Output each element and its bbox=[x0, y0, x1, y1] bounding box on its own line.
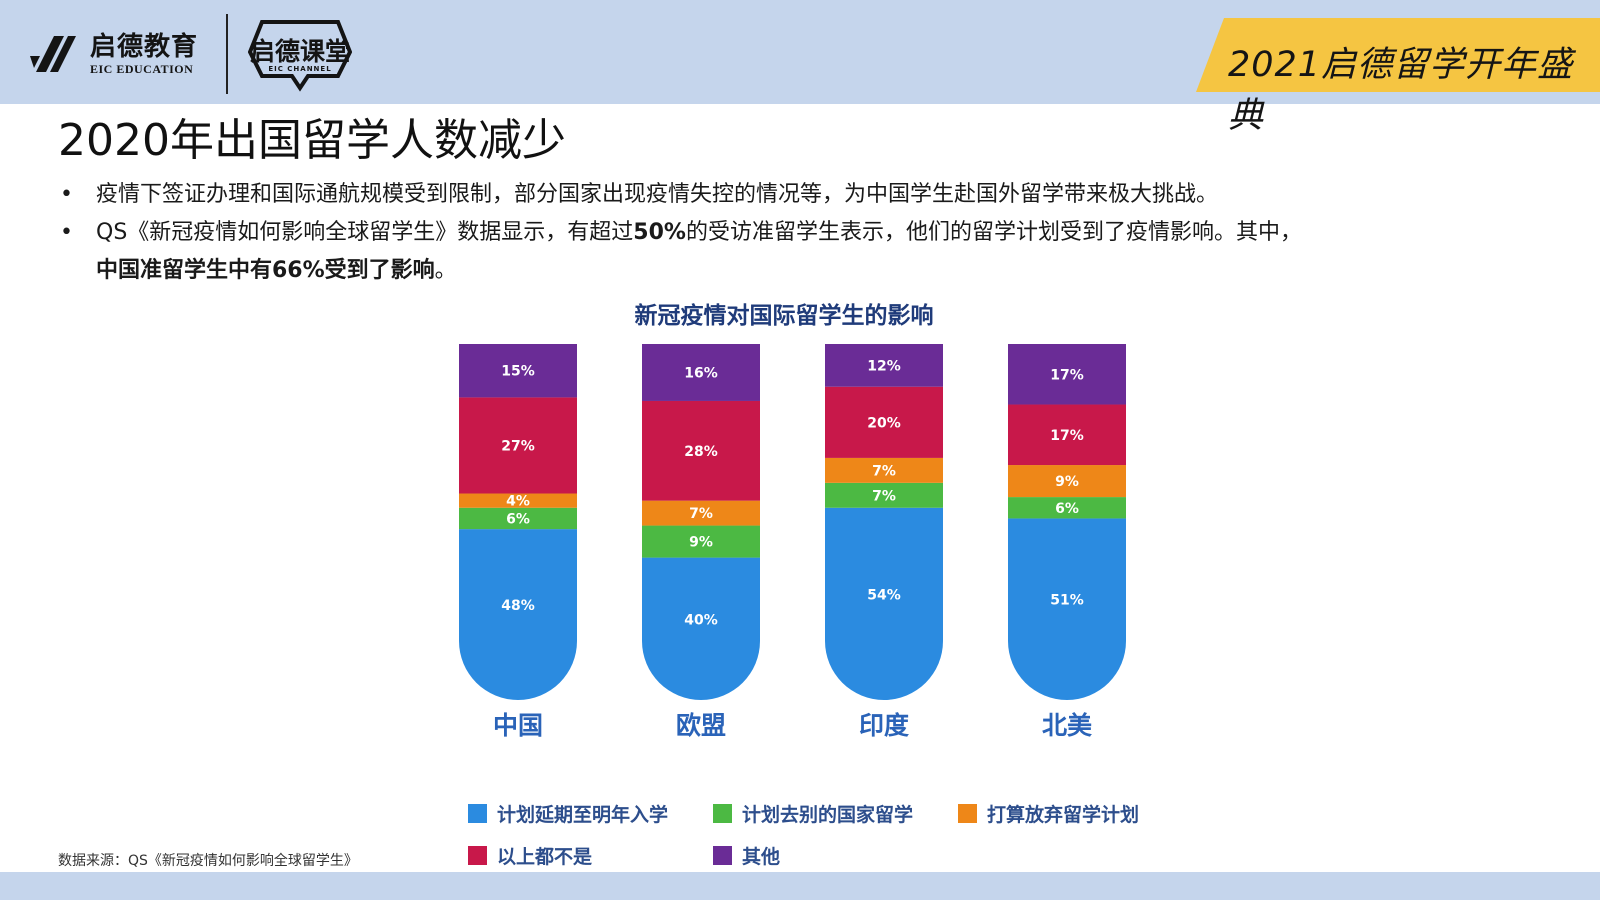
bullet-dot-icon: • bbox=[60, 182, 73, 207]
chart-legend: 计划延期至明年入学 计划去别的国家留学 打算放弃留学计划 以上都不是 其他 bbox=[468, 800, 1188, 890]
bar-segment bbox=[459, 507, 577, 530]
data-label: 28% bbox=[684, 444, 718, 460]
bar-group-3 bbox=[1008, 344, 1126, 700]
bullet-list: • 疫情下签证办理和国际通航规模受到限制，部分国家出现疫情失控的情况等，为中国学… bbox=[58, 176, 1558, 290]
bar-segment bbox=[825, 457, 943, 483]
legend-item-none: 以上都不是 bbox=[468, 842, 592, 869]
bar-segment bbox=[642, 344, 760, 401]
data-label: 6% bbox=[506, 511, 530, 527]
bullet-item: • QS《新冠疫情如何影响全球留学生》数据显示，有超过50%的受访准留学生表示，… bbox=[58, 214, 1558, 252]
bar-group-1 bbox=[642, 344, 760, 700]
data-label: 54% bbox=[867, 587, 901, 603]
bar-group-0 bbox=[459, 344, 577, 700]
data-label: 48% bbox=[501, 598, 535, 614]
bar-segment bbox=[642, 400, 760, 501]
data-label: 51% bbox=[1050, 593, 1084, 609]
event-banner-shape bbox=[1196, 18, 1600, 92]
legend-item-give-up: 打算放弃留学计划 bbox=[958, 800, 1139, 827]
bar-segment bbox=[1008, 465, 1126, 498]
bullet-text-3b: 。 bbox=[434, 258, 457, 283]
bar-segment bbox=[1008, 344, 1126, 405]
logo-cn-text: 启德教育 bbox=[90, 31, 199, 62]
legend-label: 打算放弃留学计划 bbox=[987, 804, 1140, 826]
legend-swatch bbox=[958, 804, 977, 823]
data-label: 9% bbox=[1055, 474, 1079, 490]
data-label: 12% bbox=[867, 358, 901, 374]
data-label: 7% bbox=[872, 463, 896, 479]
data-label: 7% bbox=[872, 488, 896, 504]
channel-en-text: EIC CHANNEL bbox=[268, 65, 332, 73]
footer-band bbox=[0, 872, 1600, 900]
data-label: 4% bbox=[506, 494, 530, 510]
legend-swatch bbox=[713, 846, 732, 865]
bullet-item: • 疫情下签证办理和国际通航规模受到限制，部分国家出现疫情失控的情况等，为中国学… bbox=[58, 176, 1558, 214]
bar-segment bbox=[825, 386, 943, 458]
bar-group-2 bbox=[825, 344, 943, 700]
bar-segment bbox=[459, 344, 577, 398]
bar-segment bbox=[459, 493, 577, 508]
data-label: 7% bbox=[689, 506, 713, 522]
legend-label: 其他 bbox=[742, 846, 781, 868]
data-label: 6% bbox=[1055, 501, 1079, 517]
channel-cn-text: 启德课堂 bbox=[249, 37, 350, 66]
bullet-text-1: 疫情下签证办理和国际通航规模受到限制，部分国家出现疫情失控的情况等，为中国学生赴… bbox=[96, 182, 1219, 207]
bullet-item-continued: 中国准留学生中有66%受到了影响。 bbox=[58, 252, 1558, 290]
category-label: 欧盟 bbox=[676, 711, 726, 740]
bar-segment bbox=[1008, 497, 1126, 519]
bar-segment bbox=[459, 397, 577, 494]
data-label: 27% bbox=[501, 438, 535, 454]
legend-label: 计划去别的国家留学 bbox=[742, 804, 914, 826]
page-title: 2020年出国留学人数减少 bbox=[58, 115, 566, 166]
source-note: 数据来源：QS《新冠疫情如何影响全球留学生》 bbox=[58, 853, 358, 869]
bar-segment bbox=[459, 529, 577, 700]
category-label: 印度 bbox=[859, 711, 909, 740]
event-title: 2021启德留学开年盛典 bbox=[1228, 45, 1574, 136]
eic-logo: 启德教育 EIC EDUCATION bbox=[26, 22, 198, 86]
bar-segment bbox=[825, 482, 943, 508]
data-label: 15% bbox=[501, 364, 535, 380]
bar-segment bbox=[1008, 518, 1126, 700]
bullet-dot-icon: • bbox=[60, 220, 73, 245]
bar-segment bbox=[642, 525, 760, 558]
data-label: 40% bbox=[684, 612, 718, 628]
bar-segment bbox=[642, 500, 760, 526]
category-label: 北美 bbox=[1042, 711, 1092, 740]
bullet-text-3a: 中国准留学生中有66%受到了影响 bbox=[96, 258, 435, 283]
legend-label: 以上都不是 bbox=[497, 846, 593, 868]
data-label: 16% bbox=[684, 365, 718, 381]
chart-title: 新冠疫情对国际留学生的影响 bbox=[634, 303, 934, 329]
legend-swatch bbox=[713, 804, 732, 823]
logo-en-text: EIC EDUCATION bbox=[90, 61, 194, 76]
legend-swatch bbox=[468, 804, 487, 823]
data-label: 17% bbox=[1050, 367, 1084, 383]
channel-badge-icon bbox=[248, 20, 352, 92]
data-label: 20% bbox=[867, 415, 901, 431]
legend-swatch bbox=[468, 846, 487, 865]
data-label: 17% bbox=[1050, 428, 1084, 444]
legend-item-other: 其他 bbox=[713, 842, 780, 869]
bar-segment bbox=[825, 507, 943, 700]
eic-logo-icon bbox=[26, 26, 82, 82]
eic-channel-logo: 启德课堂 EIC CHANNEL bbox=[248, 18, 352, 92]
category-label: 中国 bbox=[493, 711, 543, 740]
data-label: 9% bbox=[689, 535, 713, 551]
legend-item-postpone: 计划延期至明年入学 bbox=[468, 800, 668, 827]
bullet-text-2b: 50% bbox=[633, 220, 686, 245]
bar-segment bbox=[825, 344, 943, 387]
bar-segment bbox=[642, 557, 760, 700]
bar-segment bbox=[1008, 404, 1126, 466]
legend-label: 计划延期至明年入学 bbox=[497, 804, 669, 826]
bullet-text-2a: QS《新冠疫情如何影响全球留学生》数据显示，有超过 bbox=[96, 220, 634, 245]
logo-divider bbox=[226, 14, 228, 94]
legend-item-other-country: 计划去别的国家留学 bbox=[713, 800, 913, 827]
bullet-text-2c: 的受访准留学生表示，他们的留学计划受到了疫情影响。其中， bbox=[685, 220, 1302, 245]
